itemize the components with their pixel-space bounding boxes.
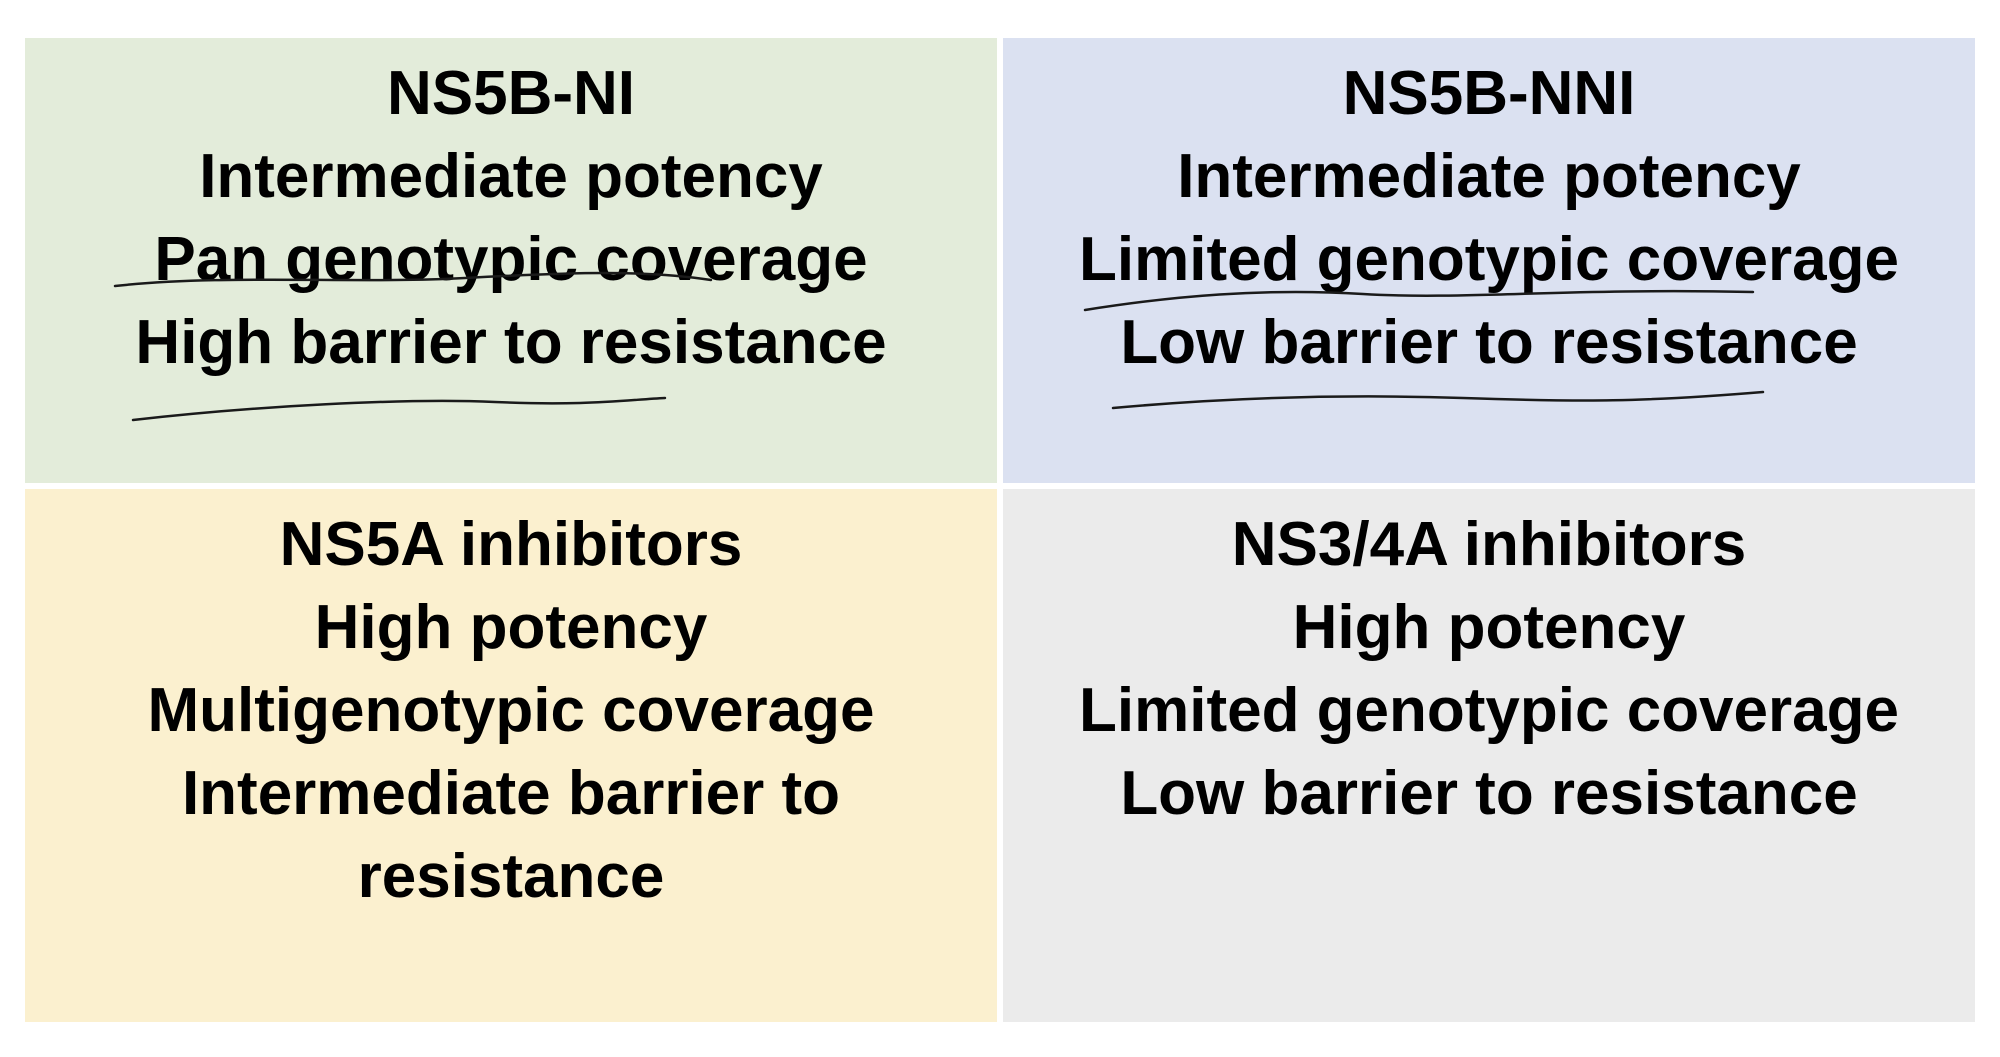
quadrant-ns5a-inhibitors: NS5A inhibitors High potency Multigenoty… [25, 489, 997, 1022]
quadrant-line-potency: High potency [1292, 593, 1686, 662]
quadrant-title: NS5A inhibitors [279, 510, 743, 579]
quadrant-line-coverage: Limited genotypic coverage [1079, 225, 1899, 294]
quadrant-title: NS5B-NI [386, 59, 636, 128]
quadrant-line-barrier: Intermediate barrier to resistance [181, 759, 841, 911]
quadrant-ns5b-nni: NS5B-NNI Intermediate potency Limited ge… [1003, 38, 1975, 483]
quadrant-line-coverage: Limited genotypic coverage [1079, 676, 1899, 745]
quadrant-grid: NS5B-NI Intermediate potency Pan genotyp… [25, 38, 1975, 1022]
quadrant-line-barrier: Low barrier to resistance [1120, 308, 1858, 377]
quadrant-line-potency: Intermediate potency [1177, 142, 1801, 211]
quadrant-line-potency: Intermediate potency [199, 142, 823, 211]
quadrant-title: NS3/4A inhibitors [1231, 510, 1747, 579]
quadrant-line-coverage: Multigenotypic coverage [147, 676, 875, 745]
quadrant-line-potency: High potency [314, 593, 708, 662]
quadrant-line-barrier: High barrier to resistance [135, 308, 887, 377]
quadrant-title: NS5B-NNI [1342, 59, 1636, 128]
quadrant-line-barrier: Low barrier to resistance [1120, 759, 1858, 828]
quadrant-ns3-4a-inhibitors: NS3/4A inhibitors High potency Limited g… [1003, 489, 1975, 1022]
quadrant-ns5b-ni: NS5B-NI Intermediate potency Pan genotyp… [25, 38, 997, 483]
quadrant-line-coverage: Pan genotypic coverage [154, 225, 868, 294]
